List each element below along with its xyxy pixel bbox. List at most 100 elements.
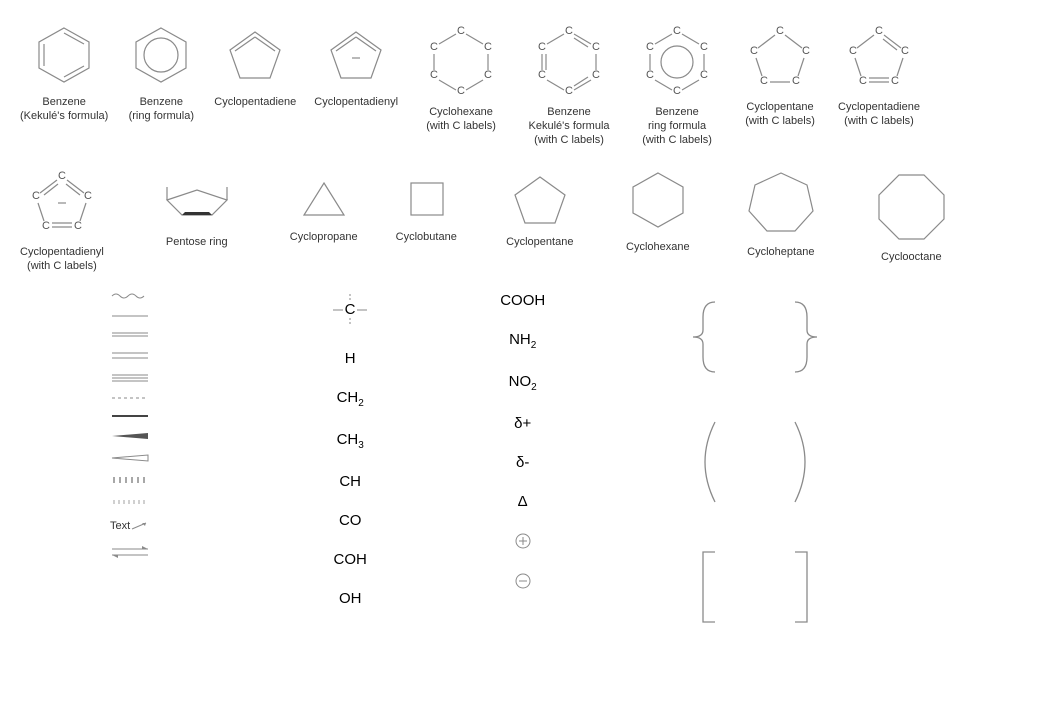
circle-minus-icon	[514, 572, 532, 590]
svg-text:C: C	[891, 75, 899, 87]
formula-oh: OH	[339, 590, 362, 607]
c-center-icon: C	[330, 292, 370, 328]
svg-text:C: C	[565, 25, 573, 37]
cell-cyclopentadienyl-c: CC CCC Cyclopentadienyl(with C labels)	[20, 165, 104, 274]
label-cyclopentadienyl-c: Cyclopentadienyl(with C labels)	[20, 246, 104, 274]
formula-delta-plus: δ+	[514, 415, 531, 432]
cell-benzene-kekule: Benzene(Kekulé's formula)	[20, 20, 108, 124]
cell-cyclopentadiene-c: CC CCC Cyclopentadiene(with C labels)	[838, 20, 920, 129]
svg-text:C: C	[42, 220, 50, 232]
cell-benzene-kekule-c: CCC CCC BenzeneKekulé's formula(with C l…	[524, 20, 614, 147]
svg-text:C: C	[457, 25, 465, 37]
round-brackets-icon	[675, 412, 835, 512]
bond-wedge-hollow-icon	[110, 454, 150, 462]
formula-co: CO	[339, 512, 362, 529]
label-cyclobutane: Cyclobutane	[396, 231, 457, 245]
svg-text:C: C	[750, 45, 758, 57]
cell-cyclohexane: Cyclohexane	[623, 165, 693, 255]
svg-text:C: C	[646, 41, 654, 53]
label-benzene-kekule: Benzene(Kekulé's formula)	[20, 96, 108, 124]
bond-double-icon	[110, 352, 150, 360]
label-pentose-ring: Pentose ring	[166, 236, 228, 250]
label-cycloheptane: Cycloheptane	[747, 246, 814, 260]
cell-benzene-ring-c: CCC CCC Benzenering formula(with C label…	[632, 20, 722, 147]
cyclopentadiene-icon	[220, 20, 290, 90]
bond-triple-icon	[110, 374, 150, 382]
svg-text:C: C	[700, 69, 708, 81]
cyclobutane-icon	[399, 165, 454, 225]
cell-cycloheptane: Cycloheptane	[741, 165, 821, 260]
svg-text:C: C	[430, 69, 438, 81]
cyclopentane-icon	[505, 165, 575, 230]
formula-delta: Δ	[518, 493, 528, 510]
brackets-column	[675, 292, 835, 632]
label-benzene-ring: Benzene(ring formula)	[129, 96, 194, 124]
square-brackets-icon	[675, 542, 835, 632]
svg-text:C: C	[58, 170, 66, 182]
svg-text:C: C	[538, 41, 546, 53]
bonds-column: Text	[110, 292, 150, 558]
svg-text:C: C	[901, 45, 909, 57]
cyclopropane-icon	[294, 165, 354, 225]
label-cyclooctane: Cyclooctane	[881, 251, 942, 265]
cell-cyclopentadienyl: Cyclopentadienyl	[314, 20, 398, 110]
label-cyclopentane-c: Cyclopentane(with C labels)	[745, 101, 815, 129]
formulas-col-1: C H CH2 CH3 CH CO COH OH	[330, 292, 370, 607]
svg-text:C: C	[484, 41, 492, 53]
label-cyclohexane-c: Cyclohexane(with C labels)	[426, 106, 496, 134]
bond-hash-light-icon	[110, 498, 150, 506]
svg-text:C: C	[592, 69, 600, 81]
svg-text:C: C	[673, 85, 681, 97]
svg-text:C: C	[457, 85, 465, 97]
formula-ch2: CH2	[337, 389, 364, 409]
text-arrow-item: Text	[110, 520, 150, 532]
svg-text:C: C	[345, 301, 356, 318]
cell-cyclopentadiene: Cyclopentadiene	[214, 20, 296, 110]
cell-pentose-ring: Pentose ring	[152, 165, 242, 250]
svg-text:C: C	[484, 69, 492, 81]
formula-cooh: COOH	[500, 292, 545, 309]
label-cyclopentadiene-c: Cyclopentadiene(with C labels)	[838, 101, 920, 129]
cell-cyclopentane-c: CC CCC Cyclopentane(with C labels)	[740, 20, 820, 129]
formula-nh2: NH2	[509, 331, 536, 351]
label-cyclopentadiene: Cyclopentadiene	[214, 96, 296, 110]
cell-cyclooctane: Cyclooctane	[869, 165, 954, 265]
cell-cyclopropane: Cyclopropane	[290, 165, 358, 245]
svg-text:C: C	[776, 25, 784, 37]
benzene-ring-icon	[126, 20, 196, 90]
cell-cyclobutane: Cyclobutane	[396, 165, 457, 245]
svg-text:C: C	[700, 41, 708, 53]
bond-hash-bold-icon	[110, 476, 150, 484]
formula-h: H	[345, 350, 356, 367]
curly-brackets-icon	[675, 292, 835, 382]
svg-text:C: C	[760, 75, 768, 87]
label-benzene-kekule-c: BenzeneKekulé's formula(with C labels)	[529, 106, 610, 147]
cycloheptane-icon	[741, 165, 821, 240]
label-cyclohexane: Cyclohexane	[626, 241, 690, 255]
svg-text:C: C	[859, 75, 867, 87]
cyclopentane-c-icon: CC CCC	[740, 20, 820, 95]
svg-text:C: C	[538, 69, 546, 81]
bond-wedge-solid-icon	[110, 432, 150, 440]
pentose-ring-icon	[152, 165, 242, 230]
bond-single-icon	[110, 314, 150, 318]
svg-text:C: C	[592, 41, 600, 53]
bond-thick-icon	[110, 414, 150, 418]
formula-coh: COH	[334, 551, 367, 568]
svg-text:C: C	[802, 45, 810, 57]
label-cyclopentadienyl: Cyclopentadienyl	[314, 96, 398, 110]
formula-delta-minus: δ-	[516, 454, 529, 471]
circle-plus-icon	[514, 532, 532, 550]
benzene-ring-c-icon: CCC CCC	[632, 20, 722, 100]
cyclooctane-icon	[869, 165, 954, 245]
cyclopentadiene-c-icon: CC CCC	[839, 20, 919, 95]
cyclopentadienyl-icon	[321, 20, 391, 90]
label-benzene-ring-c: Benzenering formula(with C labels)	[642, 106, 712, 147]
cyclohexane-c-icon: CCC CCC	[416, 20, 506, 100]
cell-cyclopentane: Cyclopentane	[505, 165, 575, 250]
bond-wavy-icon	[110, 292, 150, 300]
svg-text:C: C	[84, 190, 92, 202]
label-cyclopropane: Cyclopropane	[290, 231, 358, 245]
svg-text:C: C	[32, 190, 40, 202]
formula-ch3: CH3	[337, 431, 364, 451]
